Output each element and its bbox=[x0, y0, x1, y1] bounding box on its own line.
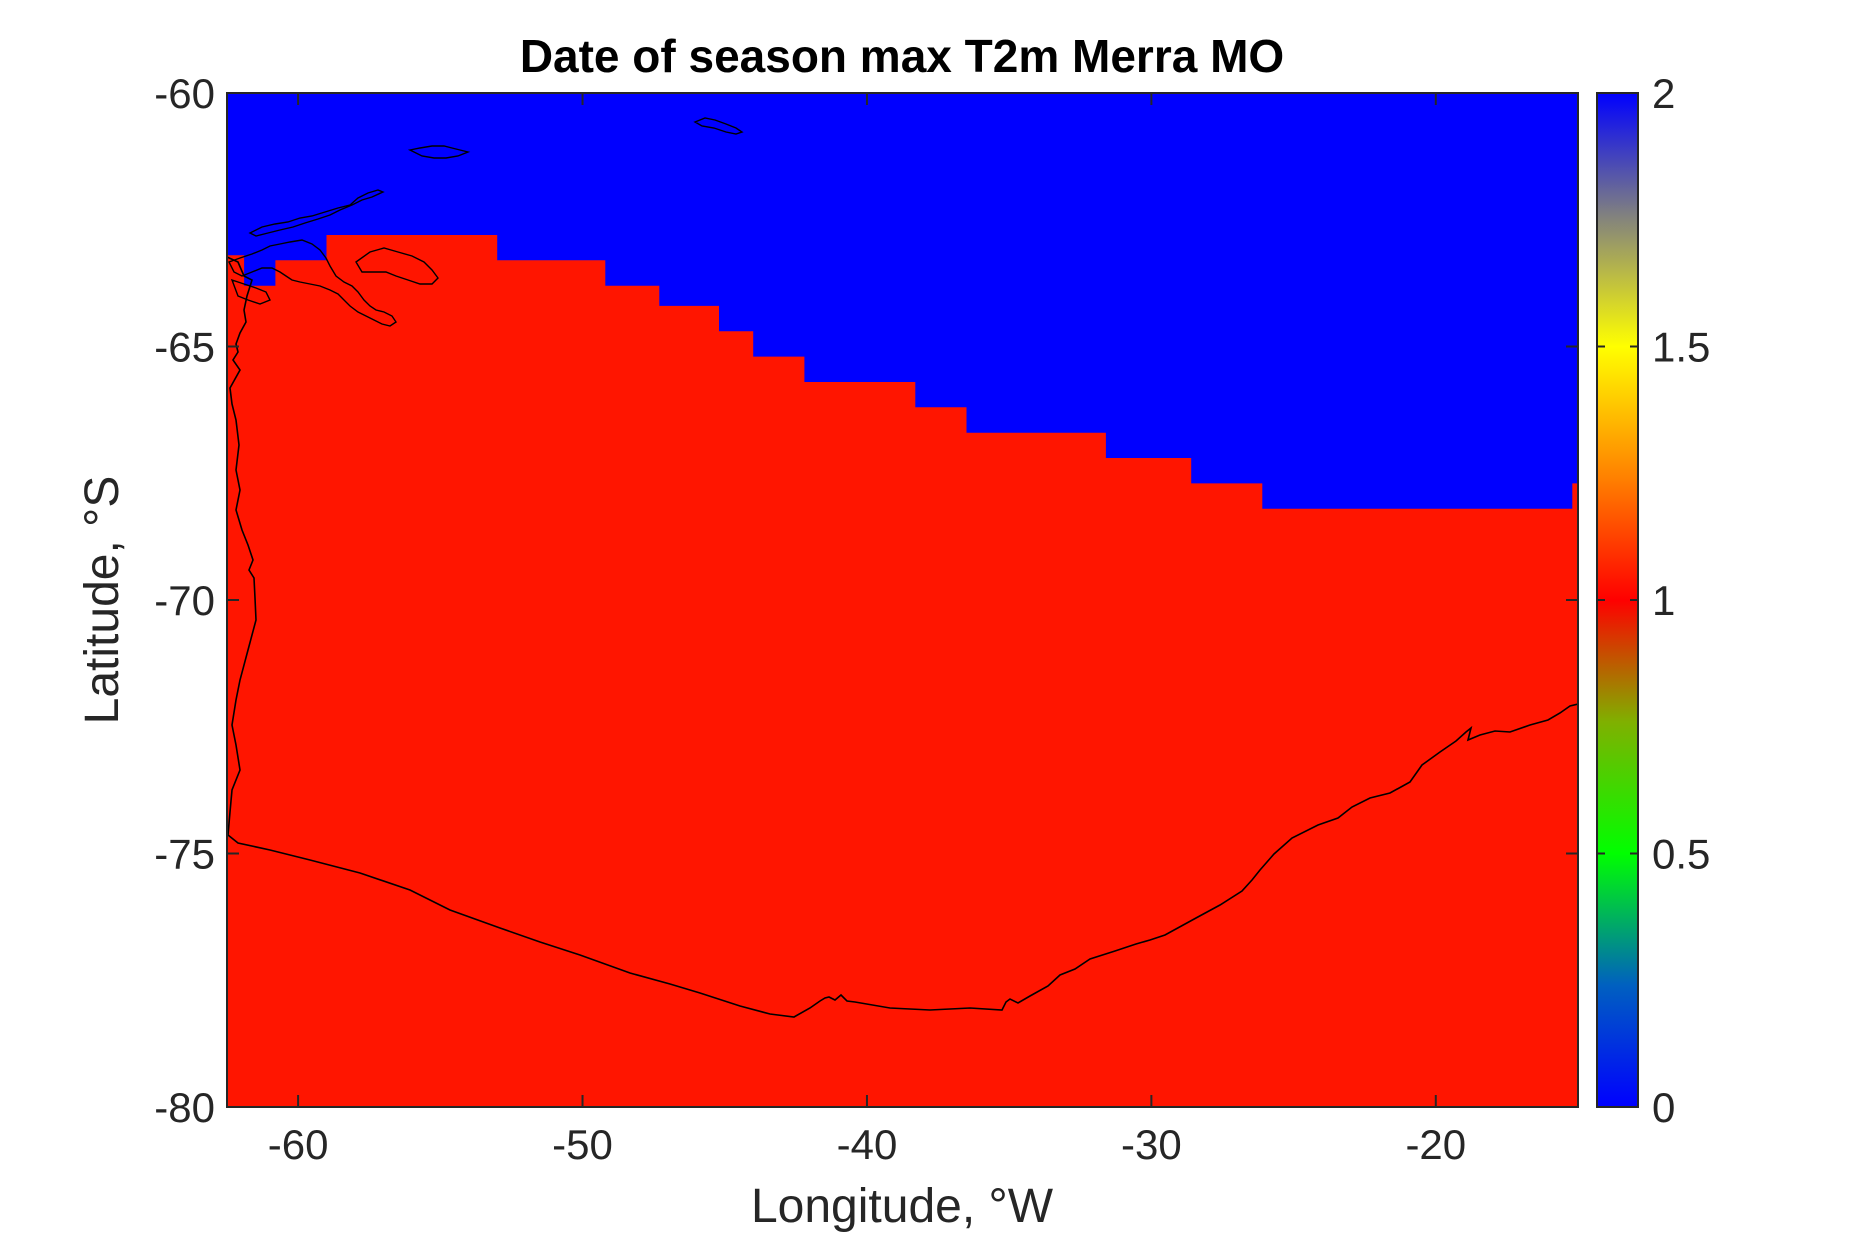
y-tick-label: -60 bbox=[154, 70, 215, 117]
colorbar-tick-label: 0 bbox=[1652, 1084, 1675, 1131]
plot-area bbox=[227, 93, 1578, 1107]
y-axis: -60 -65 -70 -75 -80 bbox=[154, 70, 1578, 1131]
y-tick-label: -65 bbox=[154, 324, 215, 371]
x-tick-label: -40 bbox=[837, 1121, 898, 1168]
colorbar-tick-label: 2 bbox=[1652, 70, 1675, 117]
y-axis-label: Latitude, °S bbox=[76, 476, 129, 725]
x-tick-label: -30 bbox=[1121, 1121, 1182, 1168]
colorbar-tick-label: 0.5 bbox=[1652, 831, 1710, 878]
coastline bbox=[227, 256, 1578, 1018]
x-tick-label: -50 bbox=[552, 1121, 613, 1168]
chart-title: Date of season max T2m Merra MO bbox=[520, 30, 1284, 82]
y-tick-label: -70 bbox=[154, 577, 215, 624]
colorbar-ticks: 0 0.5 1 1.5 2 bbox=[1597, 70, 1710, 1131]
x-tick-label: -20 bbox=[1405, 1121, 1466, 1168]
x-axis-label: Longitude, °W bbox=[751, 1180, 1054, 1233]
x-tick-label: -60 bbox=[268, 1121, 329, 1168]
colorbar-tick-label: 1 bbox=[1652, 577, 1675, 624]
colorbar: 0 0.5 1 1.5 2 bbox=[1596, 70, 1710, 1131]
island-coastline bbox=[228, 117, 744, 327]
value-1-region bbox=[227, 235, 1578, 1107]
y-tick-label: -80 bbox=[154, 1084, 215, 1131]
y-tick-label: -75 bbox=[154, 831, 215, 878]
x-axis: -60 -50 -40 -30 -20 bbox=[268, 93, 1466, 1168]
colorbar-tick-label: 1.5 bbox=[1652, 324, 1710, 371]
